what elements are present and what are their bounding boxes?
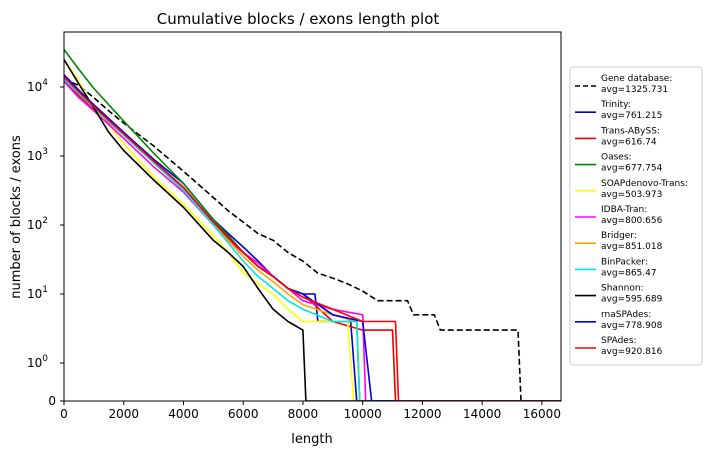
y-tick-label-5: 104 [27, 78, 48, 94]
plot-frame [63, 31, 562, 402]
legend-label-1: Trinity: [600, 100, 631, 110]
axes-ticks: 0 2000 4000 6000 8000 10000 12000 14000 16000 0 10… [27, 78, 561, 421]
chart-title: Cumulative blocks / exons length plot [157, 10, 440, 28]
series-line-5 [64, 80, 561, 401]
legend-avg-8: avg=595.689 [601, 295, 663, 305]
legend-avg-7: avg=865.47 [601, 268, 657, 278]
legend-box [569, 66, 703, 366]
legend-avg-6: avg=851.018 [601, 242, 663, 252]
series-line-6 [64, 78, 561, 401]
series-line-3 [64, 49, 561, 401]
x-tick-label-7: 14000 [463, 407, 501, 421]
legend-avg-5: avg=800.656 [601, 216, 663, 226]
legend-label-7: BinPacker: [601, 257, 648, 267]
series-layer [64, 49, 561, 401]
legend: Gene database:avg=1325.731 Trinity:avg=76… [569, 66, 703, 366]
x-tick-label-2: 4000 [168, 407, 199, 421]
series-line-9 [64, 74, 561, 401]
x-tick-label-1: 2000 [108, 407, 139, 421]
y-tick-label-4: 103 [27, 147, 48, 163]
y-tick-label-3: 102 [27, 216, 48, 232]
x-axis-label: length [291, 432, 332, 447]
x-tick-label-5: 10000 [344, 407, 382, 421]
x-tick-label-0: 0 [60, 407, 68, 421]
x-tick-label-8: 16000 [523, 407, 561, 421]
legend-label-8: Shannon: [601, 284, 644, 294]
legend-avg-2: avg=616.74 [601, 137, 657, 147]
y-tick-label-0: 0 [48, 394, 56, 408]
y-axis-label: number of blocks / exons [9, 135, 24, 299]
legend-label-9: rnaSPAdes: [601, 310, 651, 320]
legend-label-2: Trans-ABySS: [600, 126, 660, 136]
legend-avg-4: avg=503.973 [601, 190, 662, 200]
series-line-4 [64, 59, 561, 401]
x-tick-label-3: 6000 [228, 407, 259, 421]
legend-label-6: Bridger: [601, 231, 637, 241]
y-tick-label-1: 100 [27, 354, 48, 370]
x-tick-label-4: 8000 [288, 407, 319, 421]
legend-label-5: IDBA-Tran: [601, 205, 647, 215]
legend-avg-10: avg=920.816 [601, 347, 663, 357]
series-line-7 [64, 78, 561, 401]
legend-avg-0: avg=1325.731 [601, 85, 668, 95]
legend-avg-3: avg=677.754 [601, 164, 663, 174]
series-line-2 [64, 80, 561, 401]
legend-avg-1: avg=761.215 [601, 111, 662, 121]
series-line-1 [64, 74, 561, 401]
series-line-10 [64, 76, 561, 401]
legend-label-3: Oases: [601, 153, 632, 163]
legend-label-0: Gene database: [601, 74, 672, 84]
legend-label-4: SOAPdenovo-Trans: [601, 179, 688, 189]
series-line-8 [64, 59, 561, 401]
y-tick-label-2: 101 [27, 285, 48, 301]
legend-label-10: SPAdes: [601, 336, 637, 346]
legend-avg-9: avg=778.908 [601, 321, 663, 331]
series-line-0 [64, 78, 561, 401]
x-tick-label-6: 12000 [403, 407, 441, 421]
